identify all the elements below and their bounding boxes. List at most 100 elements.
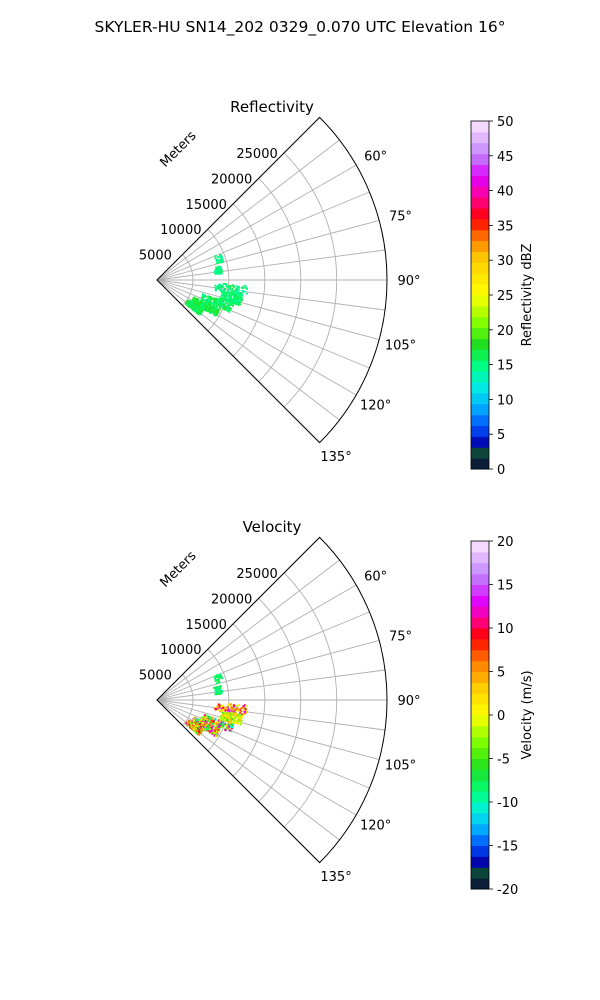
echo-gate [237, 722, 240, 725]
echo-gate [193, 719, 196, 722]
echo-gate [208, 722, 211, 725]
echo-gate [219, 720, 222, 722]
colorbar-tick-label: 10 [497, 622, 514, 637]
echo-gate [224, 287, 227, 290]
echo-gate [203, 306, 206, 309]
echo-gate [211, 732, 214, 734]
echo-gate [244, 706, 247, 709]
echo-gate [222, 288, 225, 291]
echo-gate [206, 723, 209, 726]
colorbar-segment [471, 273, 489, 285]
echo-gate [231, 293, 234, 296]
echo-gate [233, 294, 236, 296]
colorbar-segment [471, 649, 489, 662]
azimuth-tick-label: 120° [360, 819, 391, 834]
echo-gate [236, 709, 239, 712]
echo-gate [215, 708, 218, 710]
azimuth-tick-label: 60° [364, 150, 387, 165]
colorbar-tick-label: -15 [497, 840, 518, 855]
colorbar-segment [471, 867, 489, 879]
echo-gate [241, 289, 244, 292]
echo-gate [193, 716, 195, 719]
echo-gate [214, 314, 217, 317]
colorbar-segment [471, 606, 489, 618]
azimuth-grid-line [156, 139, 340, 281]
echo-gate [224, 713, 227, 716]
echo-gate [232, 301, 235, 304]
colorbar-segment [471, 573, 489, 586]
colorbar-segment [471, 693, 489, 705]
echo-gate [200, 308, 203, 311]
colorbar-segment [471, 878, 489, 890]
echo-gate [233, 295, 235, 298]
echo-gate [222, 706, 225, 709]
echo-gate [215, 258, 218, 261]
colorbar-tick-label: 10 [497, 393, 514, 408]
echo-gate [201, 727, 204, 730]
echo-gate [236, 301, 239, 304]
echo-gate [209, 309, 212, 312]
echo-gate [229, 285, 232, 288]
echo-gate [206, 728, 209, 731]
echo-gate [219, 268, 222, 271]
echo-gate [214, 693, 217, 695]
echo-gate [233, 707, 236, 710]
azimuth-tick-label: 135° [320, 450, 351, 465]
colorbar-segment [471, 671, 489, 683]
echo-gate [235, 722, 238, 724]
echo-gate [213, 686, 215, 689]
echo-gate [225, 719, 228, 722]
echo-gate [210, 308, 213, 311]
echo-gate [217, 269, 219, 272]
echo-gate [213, 734, 216, 737]
echo-gate [217, 730, 220, 733]
echo-gate [243, 705, 245, 708]
echo-gate [232, 714, 235, 717]
colorbar-segment [471, 584, 489, 596]
panel-title: Velocity [243, 518, 302, 536]
echo-gate [185, 301, 188, 304]
echo-gate [217, 261, 220, 264]
echo-gate [224, 709, 227, 712]
colorbar-segment [471, 802, 489, 814]
echo-gate [231, 284, 234, 287]
colorbar-segment [471, 595, 489, 607]
colorbar-label: Reflectivity dBZ [520, 244, 535, 347]
echo-gate [214, 257, 217, 260]
echo-gate [218, 266, 221, 269]
echo-gate [201, 716, 204, 719]
echo-gate [220, 675, 223, 678]
echo-gate [202, 300, 205, 303]
colorbar-segment [471, 436, 489, 448]
echo-gate [225, 300, 228, 303]
echo-gate [191, 305, 194, 308]
echo-gate [219, 673, 222, 676]
echo-gate [196, 732, 198, 734]
echo-gate [229, 307, 232, 310]
echo-gate [216, 310, 219, 313]
azimuth-grid-line [156, 669, 386, 701]
colorbar-segment [471, 186, 489, 198]
echo-gate [218, 674, 221, 676]
echo-gate [207, 724, 210, 727]
echo-gate [189, 303, 192, 305]
echo-gate [212, 727, 215, 730]
echo-gate [223, 713, 225, 716]
echo-gate [208, 311, 211, 314]
echo-gate [245, 710, 248, 713]
echo-gate [237, 299, 240, 302]
echo-gate [198, 732, 201, 735]
azimuth-tick-label: 60° [364, 570, 387, 585]
echo-gate [207, 727, 210, 730]
colorbar-segment [471, 736, 489, 749]
range-tick-label: 25000 [236, 567, 277, 582]
echo-gate [222, 293, 225, 296]
azimuth-tick-label: 75° [389, 630, 412, 645]
echo-gate [236, 290, 239, 293]
echo-gate [221, 303, 224, 306]
colorbar-tick-label: 15 [497, 359, 514, 374]
echo-gate [198, 724, 201, 727]
echo-gate [201, 720, 204, 723]
echo-gate [214, 284, 217, 287]
echo-gate [231, 724, 234, 727]
